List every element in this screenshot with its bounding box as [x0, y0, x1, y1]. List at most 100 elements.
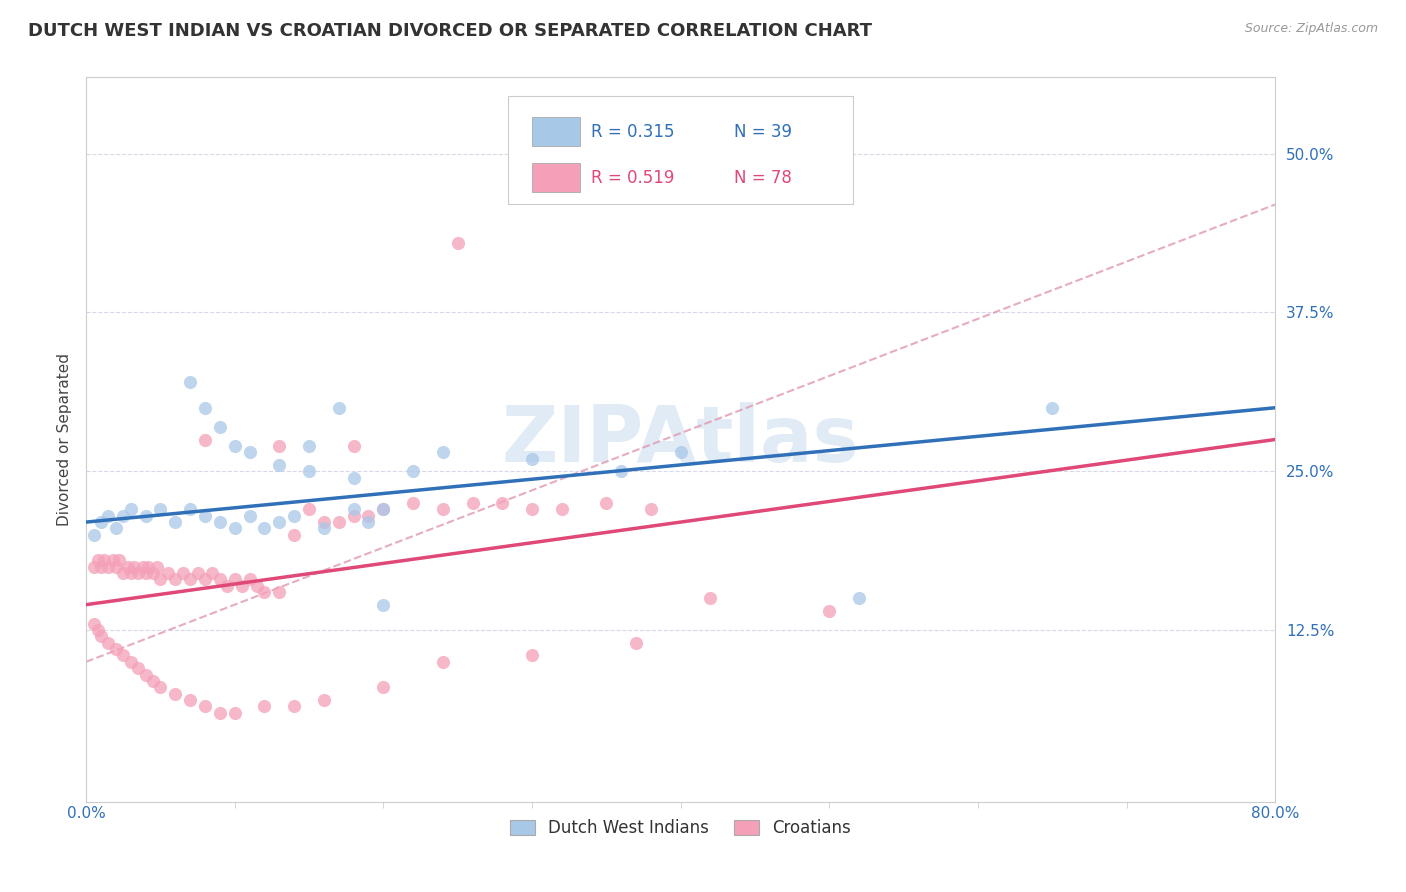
Point: [818, 604, 841, 618]
Point: [269, 515, 291, 529]
Point: [97, 559, 120, 574]
Point: [373, 598, 395, 612]
Point: [312, 693, 335, 707]
Point: [253, 699, 276, 714]
Point: [131, 559, 153, 574]
Point: [402, 496, 425, 510]
Point: [283, 508, 305, 523]
Point: [104, 642, 127, 657]
Point: [156, 566, 179, 580]
Point: [208, 706, 231, 720]
Point: [179, 502, 201, 516]
Point: [101, 553, 124, 567]
Point: [239, 508, 262, 523]
Point: [269, 458, 291, 472]
Point: [135, 667, 157, 681]
Point: [90, 629, 112, 643]
Point: [224, 572, 246, 586]
Point: [1040, 401, 1063, 415]
Point: [93, 553, 115, 567]
Point: [239, 572, 262, 586]
Point: [253, 521, 276, 535]
Point: [402, 464, 425, 478]
Point: [142, 566, 165, 580]
Point: [146, 559, 169, 574]
Point: [551, 502, 574, 516]
Point: [187, 566, 209, 580]
Point: [165, 687, 187, 701]
Point: [239, 445, 262, 459]
Text: ZIPAtlas: ZIPAtlas: [502, 401, 859, 477]
Text: N = 39: N = 39: [734, 123, 792, 141]
Point: [142, 673, 165, 688]
Point: [83, 559, 105, 574]
Point: [112, 508, 135, 523]
Point: [135, 508, 157, 523]
Point: [217, 579, 239, 593]
Point: [87, 623, 110, 637]
Point: [343, 439, 366, 453]
Point: [432, 445, 454, 459]
Point: [610, 464, 633, 478]
Point: [669, 445, 692, 459]
Point: [194, 508, 217, 523]
Point: [298, 464, 321, 478]
Point: [491, 496, 513, 510]
Point: [640, 502, 662, 516]
Point: [461, 496, 484, 510]
Point: [328, 401, 350, 415]
Point: [432, 502, 454, 516]
Point: [298, 502, 321, 516]
Point: [120, 566, 142, 580]
Point: [373, 502, 395, 516]
Point: [127, 566, 149, 580]
Point: [112, 566, 135, 580]
Point: [83, 528, 105, 542]
Point: [312, 521, 335, 535]
Point: [135, 566, 157, 580]
Point: [104, 559, 127, 574]
Point: [283, 699, 305, 714]
Point: [112, 648, 135, 663]
Text: N = 78: N = 78: [734, 169, 792, 186]
Point: [373, 502, 395, 516]
Point: [224, 439, 246, 453]
Point: [165, 515, 187, 529]
Point: [520, 648, 543, 663]
Point: [343, 502, 366, 516]
Point: [224, 706, 246, 720]
Point: [224, 521, 246, 535]
Point: [104, 521, 127, 535]
Point: [595, 496, 617, 510]
Point: [624, 636, 647, 650]
Text: Source: ZipAtlas.com: Source: ZipAtlas.com: [1244, 22, 1378, 36]
Point: [149, 502, 172, 516]
Point: [172, 566, 194, 580]
Point: [312, 515, 335, 529]
Point: [165, 572, 187, 586]
Point: [283, 528, 305, 542]
Point: [201, 566, 224, 580]
Point: [373, 680, 395, 694]
Point: [357, 508, 380, 523]
Point: [343, 470, 366, 484]
Point: [127, 661, 149, 675]
Point: [699, 591, 721, 606]
FancyBboxPatch shape: [531, 117, 579, 146]
Point: [194, 572, 217, 586]
Point: [149, 680, 172, 694]
Point: [194, 699, 217, 714]
Point: [97, 508, 120, 523]
Point: [298, 439, 321, 453]
Point: [122, 559, 145, 574]
Point: [90, 515, 112, 529]
Point: [87, 553, 110, 567]
Point: [120, 655, 142, 669]
Point: [107, 553, 129, 567]
Point: [269, 585, 291, 599]
Point: [179, 693, 201, 707]
Point: [83, 616, 105, 631]
Point: [231, 579, 253, 593]
Point: [343, 508, 366, 523]
Point: [328, 515, 350, 529]
